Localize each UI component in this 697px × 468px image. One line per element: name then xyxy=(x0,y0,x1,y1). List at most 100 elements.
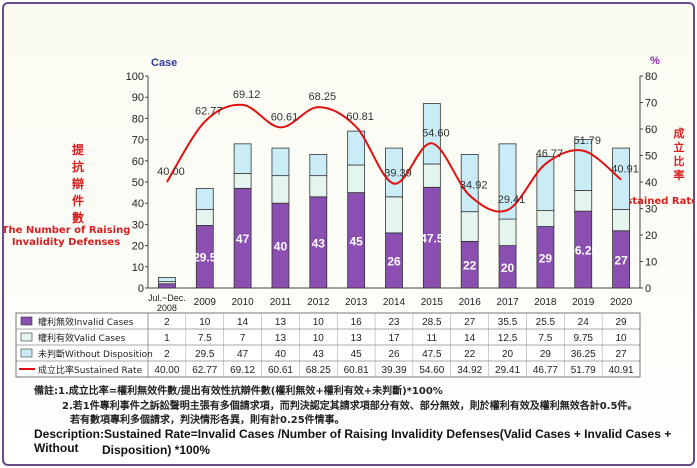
rate-value-label: 40.00 xyxy=(157,166,185,178)
rate-value-label: 54.60 xyxy=(422,127,450,139)
table-cell: 10 xyxy=(313,333,325,344)
table-cell: 35.5 xyxy=(498,317,518,328)
table-cell: 29 xyxy=(616,317,628,328)
category-label: 2012 xyxy=(307,297,330,308)
bar-segment xyxy=(195,187,214,210)
table-cell: 17 xyxy=(388,333,400,344)
rate-value-label: 29.41 xyxy=(498,194,526,206)
table-cell: 40.91 xyxy=(609,365,634,376)
rate-value-label: 40.91 xyxy=(611,164,639,176)
right-tick-label: 60 xyxy=(645,124,657,136)
right-tick-label: 40 xyxy=(645,177,657,189)
category-label: 2010 xyxy=(231,297,254,308)
bar-value-label: 43 xyxy=(312,236,326,250)
rate-value-label: 62.77 xyxy=(195,106,223,118)
table-cell: 14 xyxy=(237,317,249,328)
left-tick-label: 60 xyxy=(132,156,144,168)
table-cell: 10 xyxy=(313,317,325,328)
right-axis-label-zh: 成 xyxy=(674,126,685,140)
left-tick-label: 50 xyxy=(132,177,144,189)
right-tick-label: 30 xyxy=(645,204,657,216)
left-tick-label: 90 xyxy=(132,92,144,104)
rate-value-label: 51.79 xyxy=(573,135,601,147)
bar-segment xyxy=(271,147,290,177)
table-cell: 10 xyxy=(616,333,628,344)
bar-value-label: 40 xyxy=(274,240,288,254)
rate-value-label: 68.25 xyxy=(309,91,337,103)
chart-svg: Case 0 10 20 30 40 50 60 70 80 90 100% 0 10 20 30 40 50 60… xyxy=(4,55,693,378)
table-cell: 46.77 xyxy=(533,365,558,376)
bar-value-label: 47 xyxy=(236,232,250,246)
table-cell: 27 xyxy=(464,317,476,328)
left-axis-label-zh: 件 xyxy=(72,193,84,208)
legend-label: 權利有效Valid Cases xyxy=(38,332,126,344)
table-cell: 34.92 xyxy=(457,365,482,376)
right-axis-label-zh: 立 xyxy=(674,140,685,154)
left-axis-label-zh: 抗 xyxy=(72,159,84,174)
table-cell: 7.5 xyxy=(198,333,212,344)
right-axis-label-zh: 比 xyxy=(674,154,685,168)
rate-value-label: 60.61 xyxy=(271,111,299,123)
left-axis-label-en: Invalidity Defenses xyxy=(12,237,120,248)
rate-value-label: 39.39 xyxy=(384,168,412,180)
right-axis-label-zh: 率 xyxy=(674,168,685,182)
category-label: 2009 xyxy=(194,297,217,308)
table-cell: 29 xyxy=(540,349,552,360)
legend-swatch xyxy=(20,332,33,342)
bar-segment xyxy=(422,103,441,165)
table-cell: 14 xyxy=(464,333,476,344)
table-cell: 36.25 xyxy=(571,349,596,360)
table-cell: 62.77 xyxy=(192,365,217,376)
table-cell: 24 xyxy=(578,317,590,328)
table-cell: 68.25 xyxy=(306,365,331,376)
bar-segment xyxy=(309,154,328,177)
rate-value-label: 34.92 xyxy=(460,179,488,191)
table-cell: 26 xyxy=(388,349,400,360)
left-tick-label: 40 xyxy=(132,198,144,210)
table-cell: 7.5 xyxy=(538,333,552,344)
bar-segment xyxy=(612,209,630,232)
left-tick-label: 20 xyxy=(132,241,144,253)
right-axis-label-en: Sustained Rate xyxy=(612,196,693,207)
table-cell: 2 xyxy=(164,349,170,360)
table-cell: 9.75 xyxy=(573,333,593,344)
left-axis-label-zh: 辯 xyxy=(72,176,84,191)
note-line-3: 若有數項專利多個請求，判決情形各異，則有計0.25件情事。 xyxy=(70,415,345,426)
table-cell: 29.5 xyxy=(195,349,215,360)
table-cell: 2 xyxy=(164,317,170,328)
table-cell: 29.41 xyxy=(495,365,520,376)
table-cell: 28.5 xyxy=(422,317,442,328)
bar-value-label: 27 xyxy=(614,253,628,267)
table-cell: 22 xyxy=(464,349,476,360)
table-cell: 60.61 xyxy=(268,365,293,376)
table-cell: 27 xyxy=(616,349,628,360)
right-tick-label: 70 xyxy=(645,98,657,110)
right-tick-label: 10 xyxy=(645,257,657,269)
description-line-1: Description:Sustained Rate=Invalid Cases… xyxy=(34,427,672,455)
bar-segment xyxy=(158,283,176,289)
note-line-2: 2.若1件專利事件之訴訟聲明主張有多個請求項，而判決認定其請求項部分有效、部分無… xyxy=(62,401,638,412)
left-tick-label: 100 xyxy=(126,71,144,83)
legend-label: 未判斷Without Disposition xyxy=(38,348,153,360)
left-tick-label: 80 xyxy=(132,113,144,125)
table-cell: 23 xyxy=(388,317,400,328)
category-label: 2017 xyxy=(496,297,519,308)
category-label: 2008 xyxy=(157,303,177,313)
table-cell: 39.39 xyxy=(381,365,406,376)
table-cell: 40 xyxy=(275,349,287,360)
left-tick-label: 30 xyxy=(132,219,144,231)
table-cell: 60.81 xyxy=(344,365,369,376)
bar-segment xyxy=(574,139,593,191)
description-line-2: Disposition) *100% xyxy=(102,443,211,457)
sustained-rate-line xyxy=(166,103,622,213)
left-axis-label-en: The Number of Raising xyxy=(4,225,130,236)
table-cell: 12.5 xyxy=(498,333,518,344)
right-tick-label: 80 xyxy=(645,71,657,83)
category-label: 2018 xyxy=(534,297,557,308)
legend-swatch xyxy=(20,348,33,358)
left-axis-unit: Case xyxy=(151,57,177,69)
legend-label: 成立比率Sustained Rate xyxy=(38,364,143,376)
category-label: 2019 xyxy=(572,297,595,308)
table-cell: 54.60 xyxy=(419,365,444,376)
